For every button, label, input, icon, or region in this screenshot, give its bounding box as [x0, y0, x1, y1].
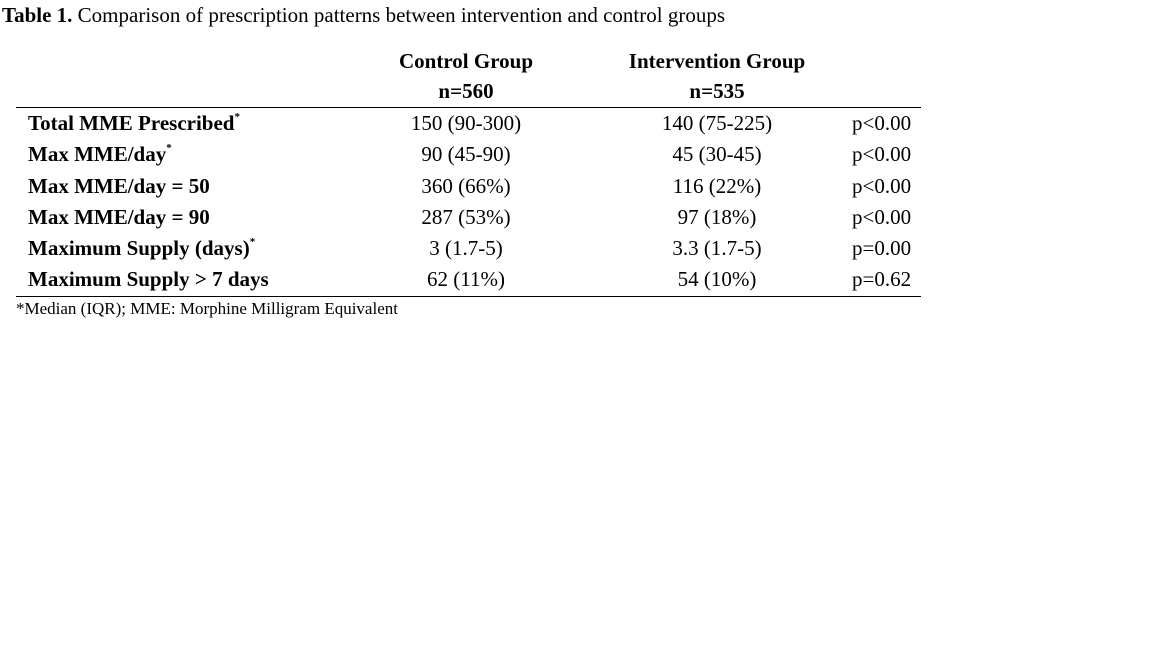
- table-caption: Table 1. Comparison of prescription patt…: [2, 2, 725, 28]
- header-control-name: Control Group: [399, 49, 533, 73]
- row-label: Max MME/day*: [28, 142, 172, 167]
- row-label: Total MME Prescribed*: [28, 111, 240, 135]
- table-body: Total MME Prescribed* 150 (90-300) 140 (…: [16, 108, 921, 297]
- p-value: p<0.00: [852, 204, 912, 229]
- table-row: Max MME/day = 90 287 (53%) 97 (18%) p<0.…: [16, 202, 921, 233]
- comparison-table: Control Group n=560 Intervention Group n…: [16, 46, 921, 297]
- control-value: 287 (53%): [421, 204, 511, 229]
- table-row: Max MME/day* 90 (45-90) 45 (30-45) p<0.0…: [16, 139, 921, 170]
- intervention-value: 3.3 (1.7-5): [672, 236, 762, 261]
- p-value: p<0.00: [852, 142, 912, 167]
- intervention-value: 116 (22%): [672, 173, 762, 198]
- header-control-group: Control Group n=560: [366, 46, 566, 106]
- control-value: 360 (66%): [421, 173, 511, 198]
- row-label: Maximum Supply > 7 days: [28, 267, 269, 292]
- p-value: p=0.62: [852, 267, 912, 292]
- row-label: Max MME/day = 50: [28, 173, 210, 198]
- row-label: Maximum Supply (days)*: [28, 236, 256, 261]
- control-value: 3 (1.7-5): [429, 236, 503, 261]
- table-footnote: *Median (IQR); MME: Morphine Milligram E…: [16, 299, 398, 318]
- intervention-value: 140 (75-225): [661, 111, 773, 135]
- control-value: 62 (11%): [427, 267, 505, 292]
- p-value: p=0.00: [852, 236, 912, 261]
- header-intervention-n: n=535: [689, 79, 745, 103]
- table-row: Maximum Supply > 7 days 62 (11%) 54 (10%…: [16, 264, 921, 295]
- header-control-n: n=560: [438, 79, 494, 103]
- control-value: 90 (45-90): [421, 142, 511, 167]
- caption-label: Table 1.: [2, 3, 73, 27]
- table-header: Control Group n=560 Intervention Group n…: [16, 46, 921, 108]
- table-row: Max MME/day = 50 360 (66%) 116 (22%) p<0…: [16, 171, 921, 202]
- table-row: Maximum Supply (days)* 3 (1.7-5) 3.3 (1.…: [16, 233, 921, 264]
- intervention-value: 54 (10%): [677, 267, 757, 292]
- header-intervention-name: Intervention Group: [628, 49, 806, 73]
- header-intervention-group: Intervention Group n=535: [602, 46, 832, 106]
- p-value: p<0.00: [852, 111, 912, 135]
- row-label: Max MME/day = 90: [28, 204, 210, 229]
- caption-text: Comparison of prescription patterns betw…: [77, 3, 726, 27]
- table-row: Total MME Prescribed* 150 (90-300) 140 (…: [16, 108, 921, 139]
- intervention-value: 97 (18%): [677, 204, 757, 229]
- intervention-value: 45 (30-45): [672, 142, 762, 167]
- p-value: p<0.00: [852, 173, 912, 198]
- control-value: 150 (90-300): [410, 111, 522, 135]
